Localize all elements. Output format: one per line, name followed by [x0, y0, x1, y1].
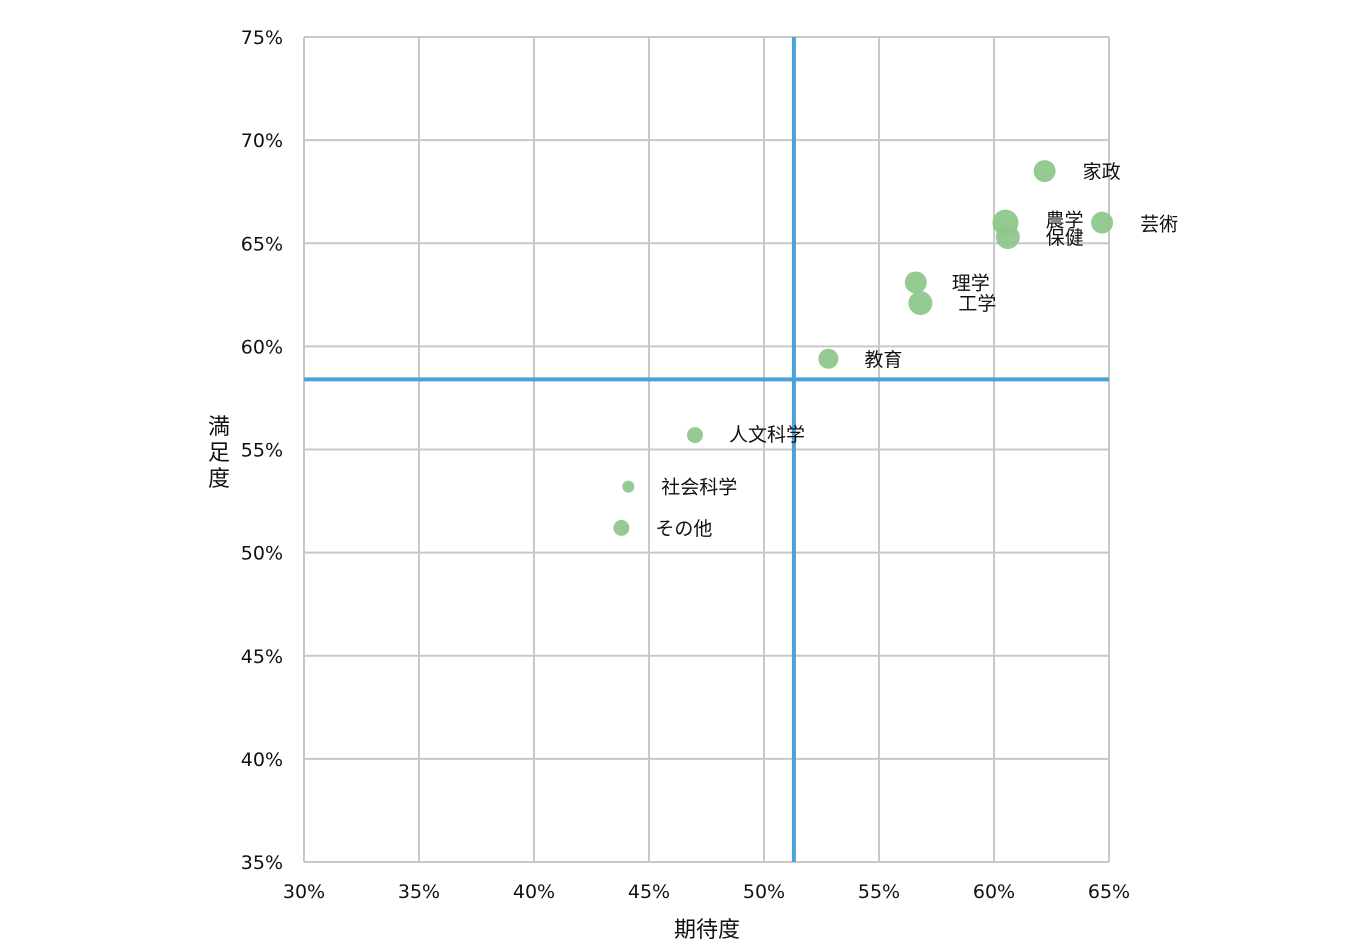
data-point: [687, 427, 703, 444]
x-tick-label: 55%: [858, 881, 900, 903]
point-label: 社会科学: [661, 477, 737, 499]
y-tick-label: 55%: [241, 440, 283, 462]
x-tick-label: 40%: [513, 881, 555, 903]
x-tick-label: 65%: [1088, 881, 1130, 903]
data-point: [1033, 160, 1056, 183]
y-tick-label: 75%: [241, 27, 283, 49]
x-tick-label: 60%: [973, 881, 1015, 903]
point-label: 人文科学: [729, 424, 805, 446]
point-label: 保健: [1046, 227, 1084, 249]
grid-layer: [303, 36, 1110, 863]
x-tick-label: 30%: [283, 881, 325, 903]
data-point: [1091, 211, 1114, 234]
y-tick-label: 70%: [241, 130, 283, 152]
data-point: [908, 291, 933, 316]
x-tick-label: 45%: [628, 881, 670, 903]
x-tick-label: 35%: [398, 881, 440, 903]
y-tick-label: 40%: [241, 749, 283, 771]
x-axis-title: 期待度: [674, 918, 740, 943]
x-tick-label: 50%: [743, 881, 785, 903]
data-points: [613, 160, 1114, 536]
y-tick-label: 60%: [241, 336, 283, 358]
point-label: 教育: [864, 349, 902, 371]
data-point: [995, 225, 1020, 250]
data-point: [818, 348, 839, 369]
tick-labels: 30% 35% 40% 45% 50% 55% 60% 65%35%40%45%50%55%6…: [241, 27, 1130, 903]
data-point: [622, 480, 635, 493]
y-tick-label: 65%: [241, 233, 283, 255]
y-tick-label: 45%: [241, 646, 283, 668]
data-point: [613, 519, 630, 536]
point-label: 家政: [1083, 161, 1121, 183]
y-tick-label: 50%: [241, 543, 283, 565]
data-point: [904, 271, 927, 294]
y-axis-title: 満足度: [208, 415, 230, 492]
point-label: 理学: [952, 272, 990, 294]
point-label: 農学: [1046, 210, 1084, 232]
point-label: 工学: [958, 293, 996, 315]
y-tick-label: 35%: [241, 852, 283, 874]
reference-lines: [304, 37, 1109, 862]
point-label: その他: [655, 518, 712, 540]
point-label: 芸術: [1140, 214, 1178, 236]
